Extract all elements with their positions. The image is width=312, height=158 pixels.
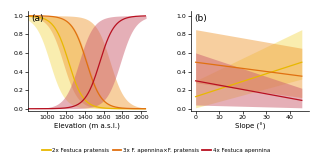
Text: (b): (b) bbox=[194, 14, 207, 23]
Text: (a): (a) bbox=[32, 14, 44, 23]
Legend: 2x Festuca pratensis, 3x F. apennina×F. pratensis, 4x Festuca apennina: 2x Festuca pratensis, 3x F. apennina×F. … bbox=[39, 146, 273, 155]
X-axis label: Elevation (m a.s.l.): Elevation (m a.s.l.) bbox=[54, 123, 120, 129]
X-axis label: Slope (°): Slope (°) bbox=[235, 123, 265, 130]
